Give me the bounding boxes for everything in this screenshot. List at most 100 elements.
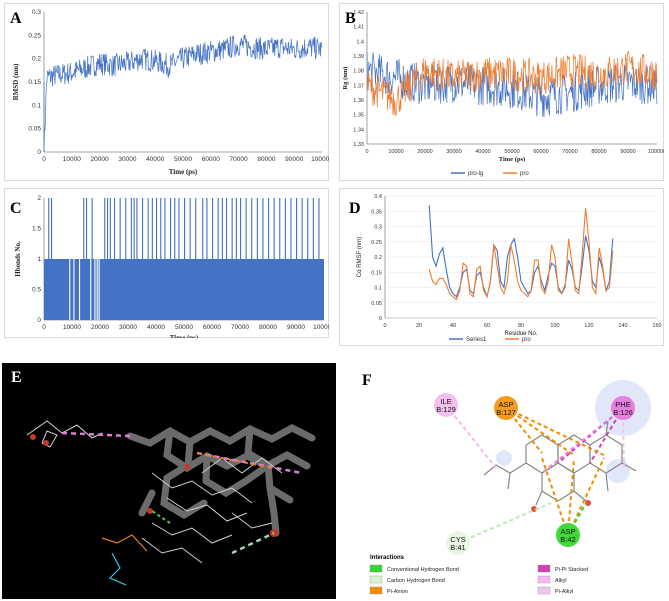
x-tick-label: 70000 [562, 149, 577, 155]
legend-swatch [369, 575, 383, 584]
hbond-bar-2 [262, 198, 264, 259]
hbond-bar-2 [48, 198, 50, 259]
hbond-bar-2 [109, 198, 111, 259]
residue-cys-orange [101, 534, 148, 552]
hbond-gap-0 [69, 259, 71, 320]
panel-e-letter: E [11, 369, 22, 386]
hbond-bar-2 [251, 198, 253, 259]
x-tick-label: 50000 [174, 156, 192, 163]
hbond-bar-2 [318, 198, 320, 259]
hbond-bar-2 [284, 198, 286, 259]
hbond-bar-2 [202, 198, 204, 259]
hbond-bar-2 [151, 198, 153, 259]
hbond-bar-2 [114, 198, 116, 259]
hbond-bar-2 [91, 198, 93, 259]
y-tick-label: 0.3 [374, 225, 382, 231]
rmsd-series-line [43, 34, 323, 153]
y-tick-label: 0.2 [374, 255, 382, 261]
residue-name: ASP [560, 527, 575, 536]
panel-d-letter: D [349, 200, 361, 217]
x-tick-label: 20000 [91, 156, 109, 163]
y-tick-label: 0.25 [371, 240, 382, 246]
x-tick-label: 70000 [230, 156, 248, 163]
y-tick-label: 0.3 [32, 9, 41, 16]
legend-label: Pi-Alkyl [555, 589, 573, 595]
residue-id: B:126 [613, 408, 633, 417]
x-tick-label: 50000 [504, 149, 519, 155]
residue-disc [611, 396, 635, 420]
y-axis-label: Rg (nm) [342, 67, 349, 90]
x-tick-label: 60000 [202, 156, 220, 163]
x-tick-label: 30000 [119, 324, 137, 331]
y-tick-label: 0.25 [28, 32, 41, 39]
x-tick-label: 80000 [257, 156, 275, 163]
residue-id: B:129 [436, 405, 456, 414]
hbond-gap-0 [98, 259, 100, 320]
y-tick-label: 1.41 [353, 25, 364, 31]
hbond-dash [231, 531, 275, 555]
x-axis-label: Time (ps) [169, 168, 198, 176]
residue-oxygen-a [30, 434, 36, 440]
hbond-bar-2 [156, 198, 158, 259]
hbond-bar-2 [189, 198, 191, 259]
x-tick-label: 90000 [620, 149, 635, 155]
y-axis-label: Hbonds No. [14, 241, 22, 277]
legend-swatch [537, 586, 551, 595]
hbond-bar-2 [164, 198, 166, 259]
green-dash [151, 510, 171, 524]
glow-left [496, 450, 512, 466]
y-tick-label: 0.35 [371, 209, 382, 215]
x-tick-label: 90000 [287, 324, 305, 331]
hbond-bar-2 [83, 198, 85, 259]
x-tick-label: 20000 [91, 324, 109, 331]
y-tick-label: 0.15 [28, 79, 41, 86]
hbond-bar-2 [160, 198, 162, 259]
residue-oxygen-b [43, 440, 49, 446]
hbond-bar-2 [240, 198, 242, 259]
hbond-bar-2 [301, 198, 303, 259]
residue-id: B:127 [496, 408, 516, 417]
x-tick-label: 40 [450, 323, 456, 329]
rg-legend: pro-lg pro [451, 171, 529, 177]
chbond-cys [457, 502, 552, 544]
x-tick-label: 0 [42, 156, 46, 163]
hbond-bar-2 [312, 198, 314, 259]
panel-a-rmsd-chart: A 0 0.05 0.1 0.15 0.2 0.25 0.3 0 10000 20000 30000… [4, 3, 329, 181]
legend-swatch [369, 564, 383, 573]
legend-label-pro-lg: pro-lg [468, 171, 483, 177]
x-tick-label: 20000 [417, 149, 432, 155]
pistack-3 [541, 407, 624, 474]
hbond-bar-2 [217, 198, 219, 259]
x-tick-label: 160 [652, 323, 661, 329]
y-tick-label: 1.34 [353, 127, 364, 133]
legend-label-pro: pro [522, 337, 531, 343]
hbond-bar-2 [221, 198, 223, 259]
hbond-bar-2 [104, 198, 106, 259]
hbond-bar-2 [133, 198, 135, 259]
hbond-bar-2 [136, 198, 138, 259]
hbond-bar-2 [147, 198, 149, 259]
x-axis-label: Time (ps) [170, 334, 199, 338]
x-tick-label: 100000 [648, 149, 664, 155]
y-tick-label: 1.33 [353, 142, 364, 148]
hbond-bar-2 [231, 198, 233, 259]
y-tick-label: 2 [37, 195, 41, 202]
legend-label: Alkyl [555, 578, 567, 584]
x-tick-label: 120 [584, 323, 593, 329]
x-tick-label: 40000 [475, 149, 490, 155]
x-tick-label: 70000 [231, 324, 249, 331]
x-tick-label: 90000 [285, 156, 303, 163]
hbond-bar-2 [178, 198, 180, 259]
panel-f-letter: F [362, 372, 372, 389]
rmsf-series-pro [428, 208, 614, 301]
x-tick-label: 0 [383, 323, 386, 329]
hbond-gap-0 [90, 259, 92, 320]
residue-disc [556, 523, 580, 547]
residue-cyan-fragment [108, 552, 127, 586]
residue-disc [434, 393, 458, 417]
pianion-42-3 [567, 457, 605, 536]
hydroxyl-o [585, 500, 591, 506]
residue-id: B:42 [560, 535, 575, 544]
